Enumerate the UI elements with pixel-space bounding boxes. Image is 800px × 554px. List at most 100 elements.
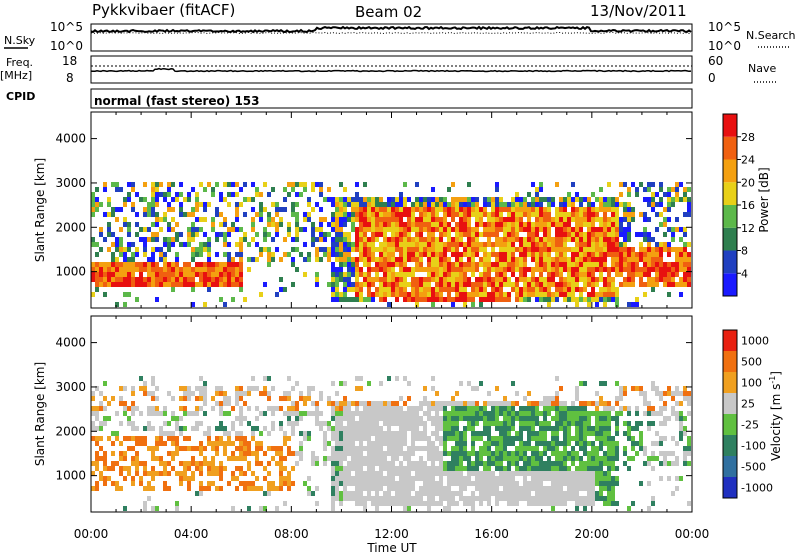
freq-right-tick-bottom: 0 <box>708 71 716 85</box>
heatmap-cell <box>267 406 271 411</box>
heatmap-cell <box>151 207 155 212</box>
heatmap-cell <box>511 426 515 431</box>
heatmap-cell <box>439 242 443 247</box>
heatmap-cell <box>535 247 539 252</box>
heatmap-cell <box>431 501 435 506</box>
heatmap-cell <box>363 262 367 267</box>
heatmap-cell <box>643 197 647 202</box>
heatmap-cell <box>367 406 371 411</box>
heatmap-cell <box>567 466 571 471</box>
heatmap-cell <box>483 451 487 456</box>
heatmap-cell <box>627 506 631 511</box>
heatmap-cell <box>375 237 379 242</box>
heatmap-cell <box>459 436 463 441</box>
colorbar-segment <box>723 372 737 393</box>
heatmap-cell <box>427 506 431 511</box>
heatmap-cell <box>495 476 499 481</box>
heatmap-cell <box>431 416 435 421</box>
heatmap-cell <box>635 441 639 446</box>
heatmap-cell <box>543 501 547 506</box>
heatmap-cell <box>595 277 599 282</box>
heatmap-cell <box>263 506 267 511</box>
heatmap-cell <box>607 207 611 212</box>
heatmap-cell <box>579 242 583 247</box>
heatmap-cell <box>195 207 199 212</box>
heatmap-cell <box>303 272 307 277</box>
heatmap-cell <box>451 401 455 406</box>
heatmap-cell <box>683 391 687 396</box>
heatmap-cell <box>515 461 519 466</box>
heatmap-cell <box>575 426 579 431</box>
heatmap-cell <box>579 441 583 446</box>
heatmap-cell <box>519 202 523 207</box>
heatmap-cell <box>347 247 351 252</box>
heatmap-cell <box>487 257 491 262</box>
heatmap-cell <box>527 421 531 426</box>
heatmap-cell <box>375 501 379 506</box>
heatmap-cell <box>475 217 479 222</box>
heatmap-cell <box>543 277 547 282</box>
y-tick-label: 2000 <box>55 220 86 234</box>
heatmap-cell <box>611 297 615 302</box>
heatmap-cell <box>507 297 511 302</box>
heatmap-cell <box>155 297 159 302</box>
heatmap-cell <box>631 252 635 257</box>
heatmap-cell <box>359 431 363 436</box>
heatmap-cell <box>395 486 399 491</box>
heatmap-cell <box>551 461 555 466</box>
heatmap-cell <box>151 451 155 456</box>
heatmap-cell <box>119 282 123 287</box>
heatmap-cell <box>583 237 587 242</box>
heatmap-cell <box>355 287 359 292</box>
heatmap-cell <box>143 486 147 491</box>
heatmap-cell <box>331 451 335 456</box>
heatmap-cell <box>455 421 459 426</box>
heatmap-cell <box>687 257 691 262</box>
heatmap-cell <box>399 501 403 506</box>
heatmap-cell <box>355 237 359 242</box>
heatmap-cell <box>555 436 559 441</box>
heatmap-cell <box>451 456 455 461</box>
heatmap-cell <box>467 207 471 212</box>
heatmap-cell <box>523 262 527 267</box>
heatmap-cell <box>343 396 347 401</box>
heatmap-cell <box>563 451 567 456</box>
heatmap-cell <box>275 486 279 491</box>
heatmap-cell <box>647 272 651 277</box>
heatmap-cell <box>543 252 547 257</box>
heatmap-cell <box>415 297 419 302</box>
heatmap-cell <box>431 287 435 292</box>
heatmap-cell <box>147 277 151 282</box>
heatmap-cell <box>247 446 251 451</box>
heatmap-cell <box>503 202 507 207</box>
heatmap-cell <box>343 416 347 421</box>
heatmap-cell <box>543 441 547 446</box>
heatmap-cell <box>555 451 559 456</box>
heatmap-cell <box>479 411 483 416</box>
heatmap-cell <box>491 197 495 202</box>
heatmap-cell <box>391 401 395 406</box>
heatmap-cell <box>491 247 495 252</box>
heatmap-cell <box>603 287 607 292</box>
heatmap-cell <box>359 476 363 481</box>
heatmap-cell <box>167 461 171 466</box>
heatmap-cell <box>515 192 519 197</box>
heatmap-cell <box>95 287 99 292</box>
heatmap-cell <box>367 277 371 282</box>
heatmap-cell <box>295 192 299 197</box>
heatmap-cell <box>275 506 279 511</box>
heatmap-cell <box>427 242 431 247</box>
heatmap-cell <box>187 446 191 451</box>
heatmap-cell <box>659 182 663 187</box>
heatmap-cell <box>367 222 371 227</box>
heatmap-cell <box>495 197 499 202</box>
heatmap-cell <box>307 386 311 391</box>
heatmap-cell <box>227 396 231 401</box>
heatmap-cell <box>311 182 315 187</box>
heatmap-cell <box>259 207 263 212</box>
heatmap-cell <box>427 282 431 287</box>
heatmap-cell <box>467 297 471 302</box>
heatmap-cell <box>399 242 403 247</box>
heatmap-cell <box>143 277 147 282</box>
heatmap-cell <box>123 257 127 262</box>
